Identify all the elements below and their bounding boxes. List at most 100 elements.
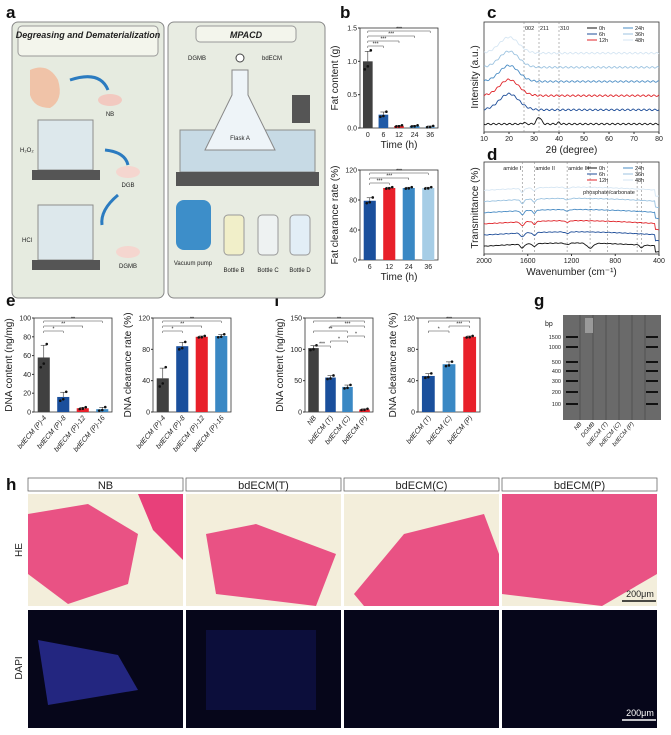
bp-label: 400 <box>552 369 561 375</box>
significance-bracket <box>330 325 365 328</box>
ladder-band <box>646 361 658 363</box>
significance-label: *** <box>380 37 386 43</box>
data-point <box>425 125 429 129</box>
significance-label: ** <box>190 317 194 323</box>
x-tick-label: 1200 <box>564 258 580 265</box>
y-tick-label: 40 <box>23 372 31 379</box>
significance-bracket <box>313 320 365 323</box>
significance-bracket <box>367 40 400 43</box>
stirrer-icon <box>32 260 100 270</box>
y-tick-label: 80 <box>349 198 357 205</box>
data-point <box>447 364 451 367</box>
data-point <box>382 114 385 118</box>
ladder-band <box>566 336 578 338</box>
significance-bracket <box>43 320 103 323</box>
series-line-36h <box>483 50 660 69</box>
x-tick-label: 70 <box>630 136 638 143</box>
data-point <box>360 408 363 412</box>
x-tick-label: 60 <box>605 136 613 143</box>
gel-image <box>563 315 661 420</box>
panel-label-c: c <box>487 3 496 22</box>
bp-label: 300 <box>552 379 561 385</box>
panel-label-d: d <box>487 145 497 164</box>
bottle-d-icon <box>289 214 311 256</box>
nb-label: NB <box>106 112 114 118</box>
data-point <box>216 335 220 339</box>
data-point <box>471 334 474 338</box>
data-point <box>309 348 312 352</box>
significance-label: *** <box>396 169 402 175</box>
bar <box>325 377 336 412</box>
bar <box>342 386 353 412</box>
arrow-icon <box>104 148 130 166</box>
bar <box>76 408 89 412</box>
y-tick-label: 40 <box>349 228 357 235</box>
tissue-icon <box>116 166 140 178</box>
stirrer-icon <box>32 170 100 180</box>
y-tick-label: 1.5 <box>347 26 357 33</box>
x-tick-label: 12 <box>385 264 393 271</box>
bp-label: 100 <box>552 402 561 408</box>
y-axis-label: Intensity (a.u.) <box>470 45 481 108</box>
ladder-band <box>566 391 578 393</box>
data-point <box>329 377 332 380</box>
he-image <box>186 494 341 606</box>
dgmb-label: DGMB <box>119 264 137 270</box>
marker-label: 310 <box>560 26 569 32</box>
hcl-label: HCl <box>22 238 32 244</box>
significance-bracket <box>367 30 431 33</box>
significance-bracket <box>313 330 348 333</box>
significance-bracket <box>347 335 365 338</box>
beaker-icon <box>37 119 94 171</box>
y-tick-label: 0 <box>411 410 415 417</box>
bar <box>195 336 208 412</box>
data-point <box>100 408 104 412</box>
column-header-box <box>343 477 500 492</box>
marker-label: 211 <box>540 26 549 32</box>
y-tick-label: 40 <box>142 378 150 385</box>
data-point <box>164 365 168 369</box>
vacuum-pump-icon <box>176 200 211 250</box>
legend-label: 0h <box>599 26 605 32</box>
dapi-background <box>344 610 499 728</box>
y-axis-label: DNA content (ng/mg) <box>4 318 15 411</box>
y-tick-label: 120 <box>403 316 415 323</box>
legend-label: 12h <box>599 178 608 184</box>
legend-label: 24h <box>635 26 644 32</box>
bar <box>463 336 477 412</box>
tissue-icon <box>116 246 140 258</box>
legend-label: 36h <box>635 172 644 178</box>
data-point <box>423 187 427 190</box>
y-tick-label: 0 <box>146 410 150 417</box>
significance-bracket <box>369 172 429 175</box>
y-tick-label: 100 <box>19 316 31 323</box>
data-point <box>424 376 427 380</box>
y-tick-label: 40 <box>407 378 415 385</box>
significance-label: * <box>338 337 340 343</box>
data-point <box>81 407 85 411</box>
ladder-band <box>646 403 658 405</box>
x-tick-label: 80 <box>655 136 663 143</box>
series-line-6h <box>483 231 660 242</box>
tissue-region <box>138 494 183 560</box>
significance-bracket <box>369 182 390 185</box>
significance-label: * <box>355 332 357 338</box>
panel-label-a: a <box>6 3 16 22</box>
y-axis-label: Fat clearance rate (%) <box>330 166 341 265</box>
significance-bracket <box>369 177 409 180</box>
data-point <box>426 187 430 190</box>
significance-label: *** <box>456 322 462 328</box>
data-point <box>58 399 62 403</box>
significance-label: *** <box>377 179 383 185</box>
scale-bar-label: 200μm <box>626 708 654 718</box>
flask-icon <box>204 69 276 151</box>
data-point <box>369 49 373 52</box>
dgb-label: DGB <box>121 183 134 189</box>
series-line-36h <box>484 197 660 208</box>
significance-bracket <box>43 325 83 328</box>
tissue-region <box>502 494 657 606</box>
column-header: bdECM(C) <box>396 480 448 492</box>
